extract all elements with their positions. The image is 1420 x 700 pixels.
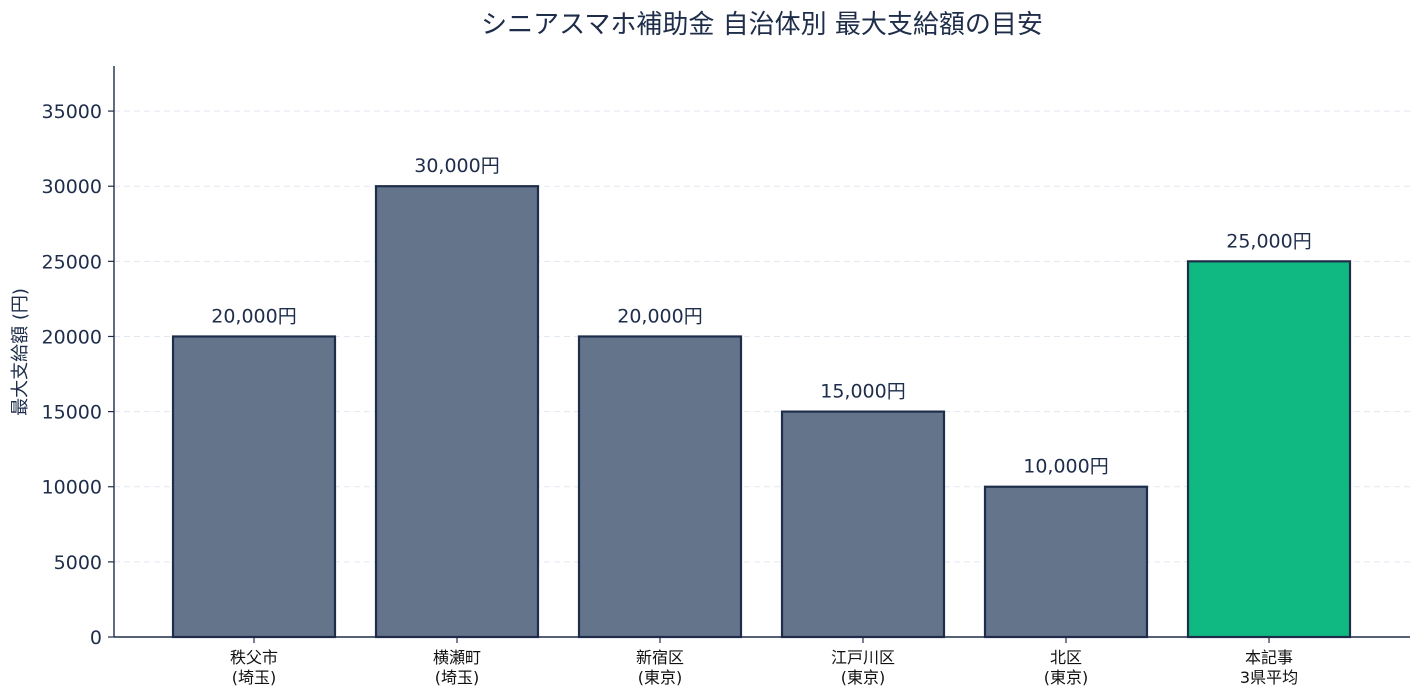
tick-labels: 05000100001500020000250003000035000秩父市(埼… bbox=[42, 101, 1299, 687]
y-tick-label: 15000 bbox=[42, 402, 102, 424]
x-tick-label: (東京) bbox=[841, 668, 886, 687]
y-tick-label: 30000 bbox=[42, 176, 102, 198]
x-tick-label: 北区 bbox=[1050, 648, 1082, 667]
y-tick-label: 25000 bbox=[42, 251, 102, 273]
bar bbox=[171, 335, 337, 639]
bar bbox=[577, 335, 743, 639]
x-tick-label: 本記事 bbox=[1245, 648, 1293, 667]
highlight-bar bbox=[1186, 260, 1352, 639]
bar-value-label: 20,000円 bbox=[211, 305, 296, 327]
y-tick-label: 10000 bbox=[42, 477, 102, 499]
x-tick-label: (東京) bbox=[638, 668, 683, 687]
bar-value-label: 20,000円 bbox=[617, 305, 702, 327]
bar-value-label: 30,000円 bbox=[414, 155, 499, 177]
data-labels: 20,000円 30,000円 20,000円 15,000円 10,000円 25,00… bbox=[211, 155, 1311, 478]
y-axis-label: 最大支給額 (円) bbox=[10, 288, 31, 416]
bar-value-label: 25,000円 bbox=[1226, 230, 1311, 252]
y-tick-label: 0 bbox=[90, 627, 102, 649]
bar bbox=[374, 185, 540, 639]
x-tick-label: (東京) bbox=[1044, 668, 1089, 687]
y-tick-label: 35000 bbox=[42, 101, 102, 123]
chart-title: シニアスマホ補助金 自治体別 最大支給額の目安 bbox=[481, 10, 1043, 40]
x-tick-label: 新宿区 bbox=[636, 648, 684, 667]
bar bbox=[780, 410, 946, 639]
x-tick-label: 江戸川区 bbox=[831, 648, 895, 667]
x-tick-label: 秩父市 bbox=[230, 648, 278, 667]
x-tick-label: 横瀬町 bbox=[433, 648, 481, 667]
bars bbox=[171, 185, 1352, 639]
y-tick-label: 5000 bbox=[54, 552, 102, 574]
y-tick-label: 20000 bbox=[42, 326, 102, 348]
axes bbox=[108, 66, 1410, 643]
bar-value-label: 15,000円 bbox=[820, 381, 905, 403]
x-tick-label: (埼玉) bbox=[435, 668, 480, 687]
bar bbox=[983, 485, 1149, 639]
x-tick-label: 3県平均 bbox=[1240, 668, 1298, 687]
x-tick-label: (埼玉) bbox=[232, 668, 277, 687]
bar-value-label: 10,000円 bbox=[1023, 456, 1108, 478]
